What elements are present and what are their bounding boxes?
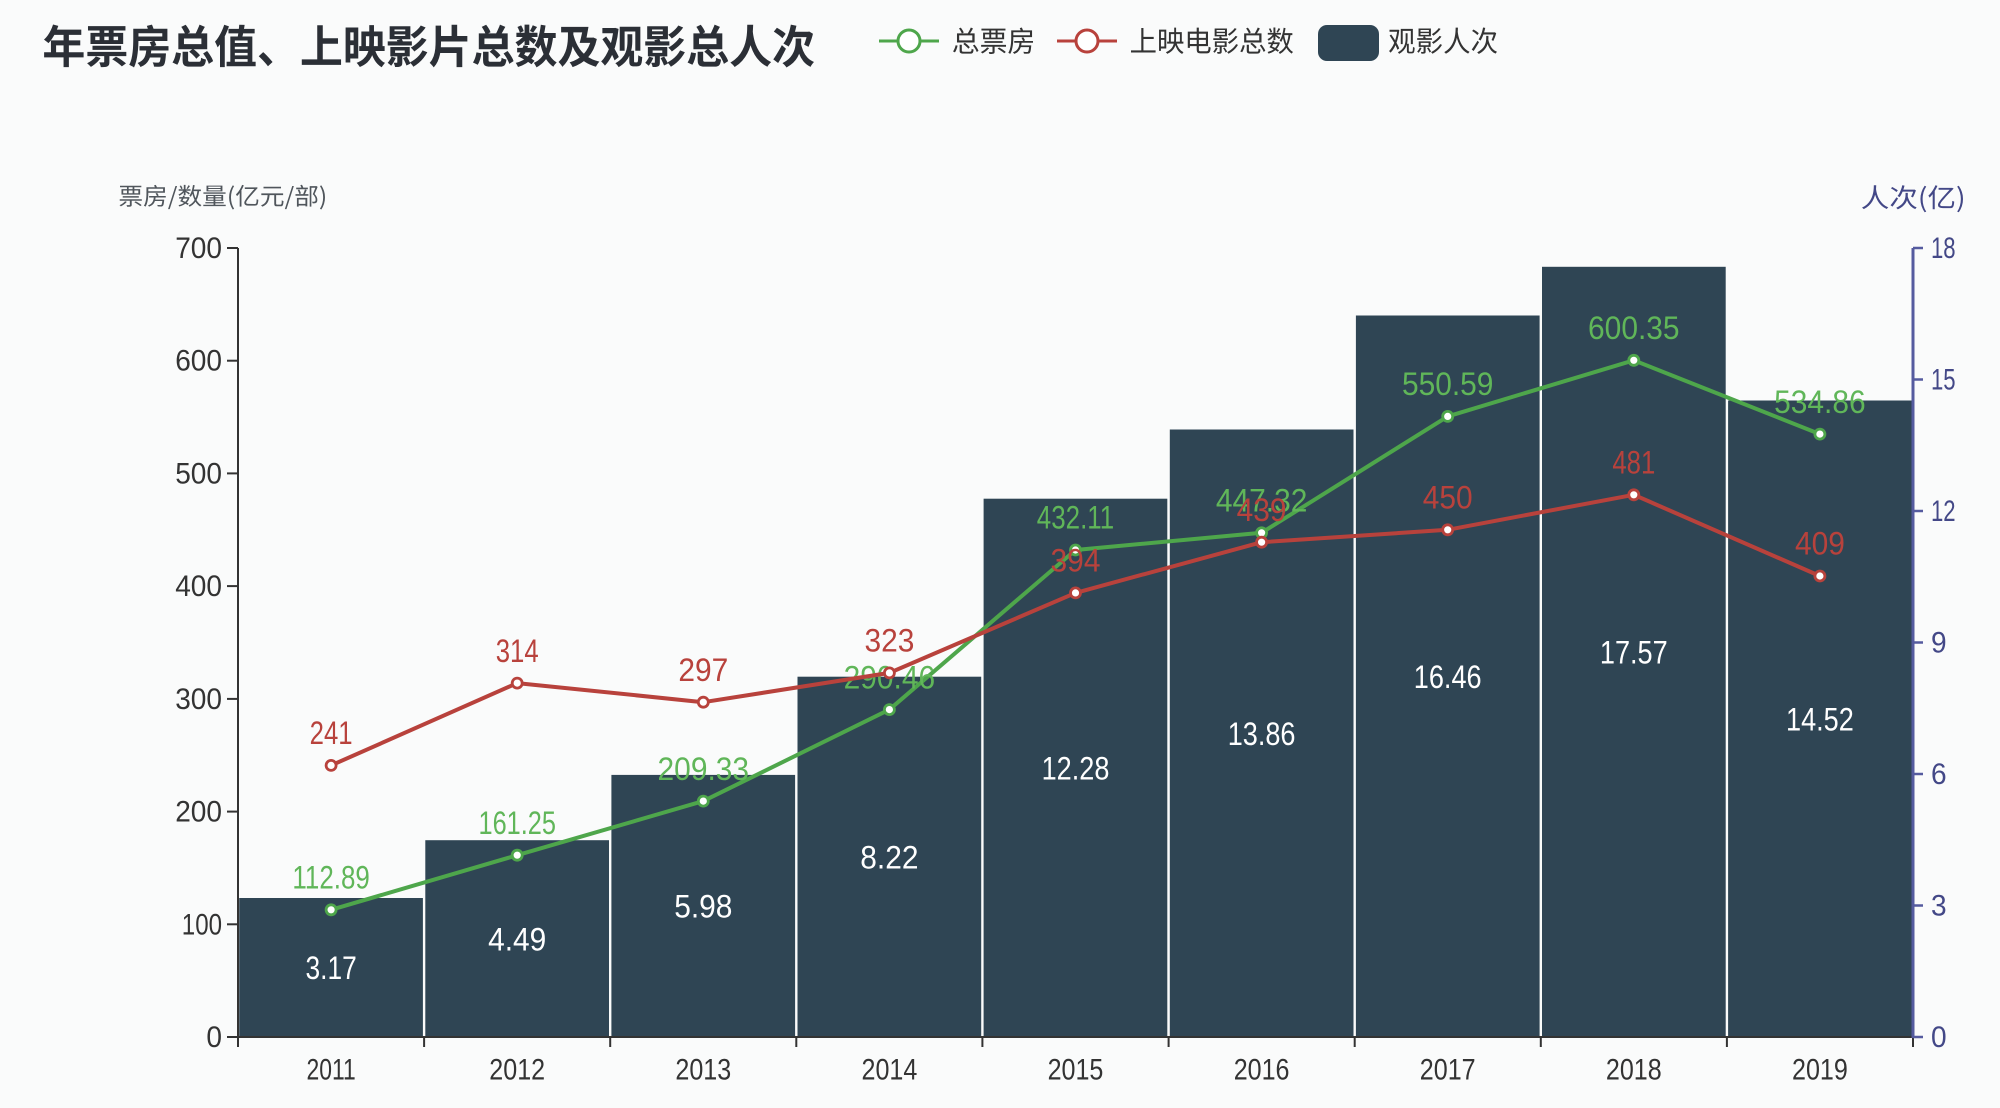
svg-text:700: 700 bbox=[175, 232, 222, 265]
svg-text:2018: 2018 bbox=[1606, 1054, 1662, 1087]
svg-text:18: 18 bbox=[1931, 232, 1956, 265]
svg-text:200: 200 bbox=[175, 796, 222, 829]
svg-text:2017: 2017 bbox=[1420, 1054, 1476, 1087]
svg-text:3: 3 bbox=[1931, 890, 1947, 923]
svg-text:15: 15 bbox=[1931, 364, 1956, 397]
svg-text:12: 12 bbox=[1931, 495, 1956, 528]
svg-text:13.86: 13.86 bbox=[1228, 716, 1296, 752]
svg-text:439: 439 bbox=[1237, 492, 1287, 528]
svg-text:5.98: 5.98 bbox=[674, 889, 732, 925]
svg-text:323: 323 bbox=[864, 623, 914, 659]
svg-text:3.17: 3.17 bbox=[306, 950, 357, 986]
svg-text:161.25: 161.25 bbox=[479, 805, 556, 841]
svg-text:2013: 2013 bbox=[675, 1054, 731, 1087]
svg-text:2011: 2011 bbox=[307, 1054, 356, 1087]
svg-text:550.59: 550.59 bbox=[1402, 366, 1494, 402]
svg-text:2015: 2015 bbox=[1048, 1054, 1104, 1087]
svg-text:600: 600 bbox=[175, 345, 222, 378]
svg-text:409: 409 bbox=[1795, 526, 1845, 562]
svg-text:450: 450 bbox=[1423, 480, 1473, 516]
svg-text:2014: 2014 bbox=[862, 1054, 918, 1087]
svg-text:400: 400 bbox=[175, 570, 222, 603]
svg-text:2016: 2016 bbox=[1234, 1054, 1290, 1087]
svg-text:4.49: 4.49 bbox=[488, 921, 546, 957]
svg-text:9: 9 bbox=[1931, 627, 1947, 660]
svg-text:534.86: 534.86 bbox=[1774, 384, 1866, 420]
svg-text:432.11: 432.11 bbox=[1037, 500, 1114, 536]
svg-text:8.22: 8.22 bbox=[860, 840, 918, 876]
svg-text:12.28: 12.28 bbox=[1042, 751, 1110, 787]
svg-text:241: 241 bbox=[310, 715, 353, 751]
svg-text:14.52: 14.52 bbox=[1786, 702, 1854, 738]
svg-text:0: 0 bbox=[1931, 1021, 1947, 1054]
svg-text:447.32: 447.32 bbox=[1216, 483, 1308, 519]
svg-text:600.35: 600.35 bbox=[1588, 310, 1680, 346]
svg-text:2012: 2012 bbox=[489, 1054, 545, 1087]
svg-text:0: 0 bbox=[206, 1021, 222, 1054]
svg-text:500: 500 bbox=[175, 457, 222, 490]
svg-text:100: 100 bbox=[182, 908, 222, 941]
svg-text:17.57: 17.57 bbox=[1600, 635, 1668, 671]
svg-text:209.33: 209.33 bbox=[658, 751, 750, 787]
svg-text:314: 314 bbox=[496, 633, 539, 669]
svg-text:16.46: 16.46 bbox=[1414, 659, 1482, 695]
svg-text:297: 297 bbox=[678, 652, 728, 688]
svg-text:112.89: 112.89 bbox=[292, 860, 369, 896]
svg-text:481: 481 bbox=[1612, 445, 1655, 481]
svg-text:394: 394 bbox=[1051, 543, 1101, 579]
svg-text:2019: 2019 bbox=[1792, 1054, 1848, 1087]
svg-text:300: 300 bbox=[175, 683, 222, 716]
svg-text:6: 6 bbox=[1931, 758, 1947, 791]
